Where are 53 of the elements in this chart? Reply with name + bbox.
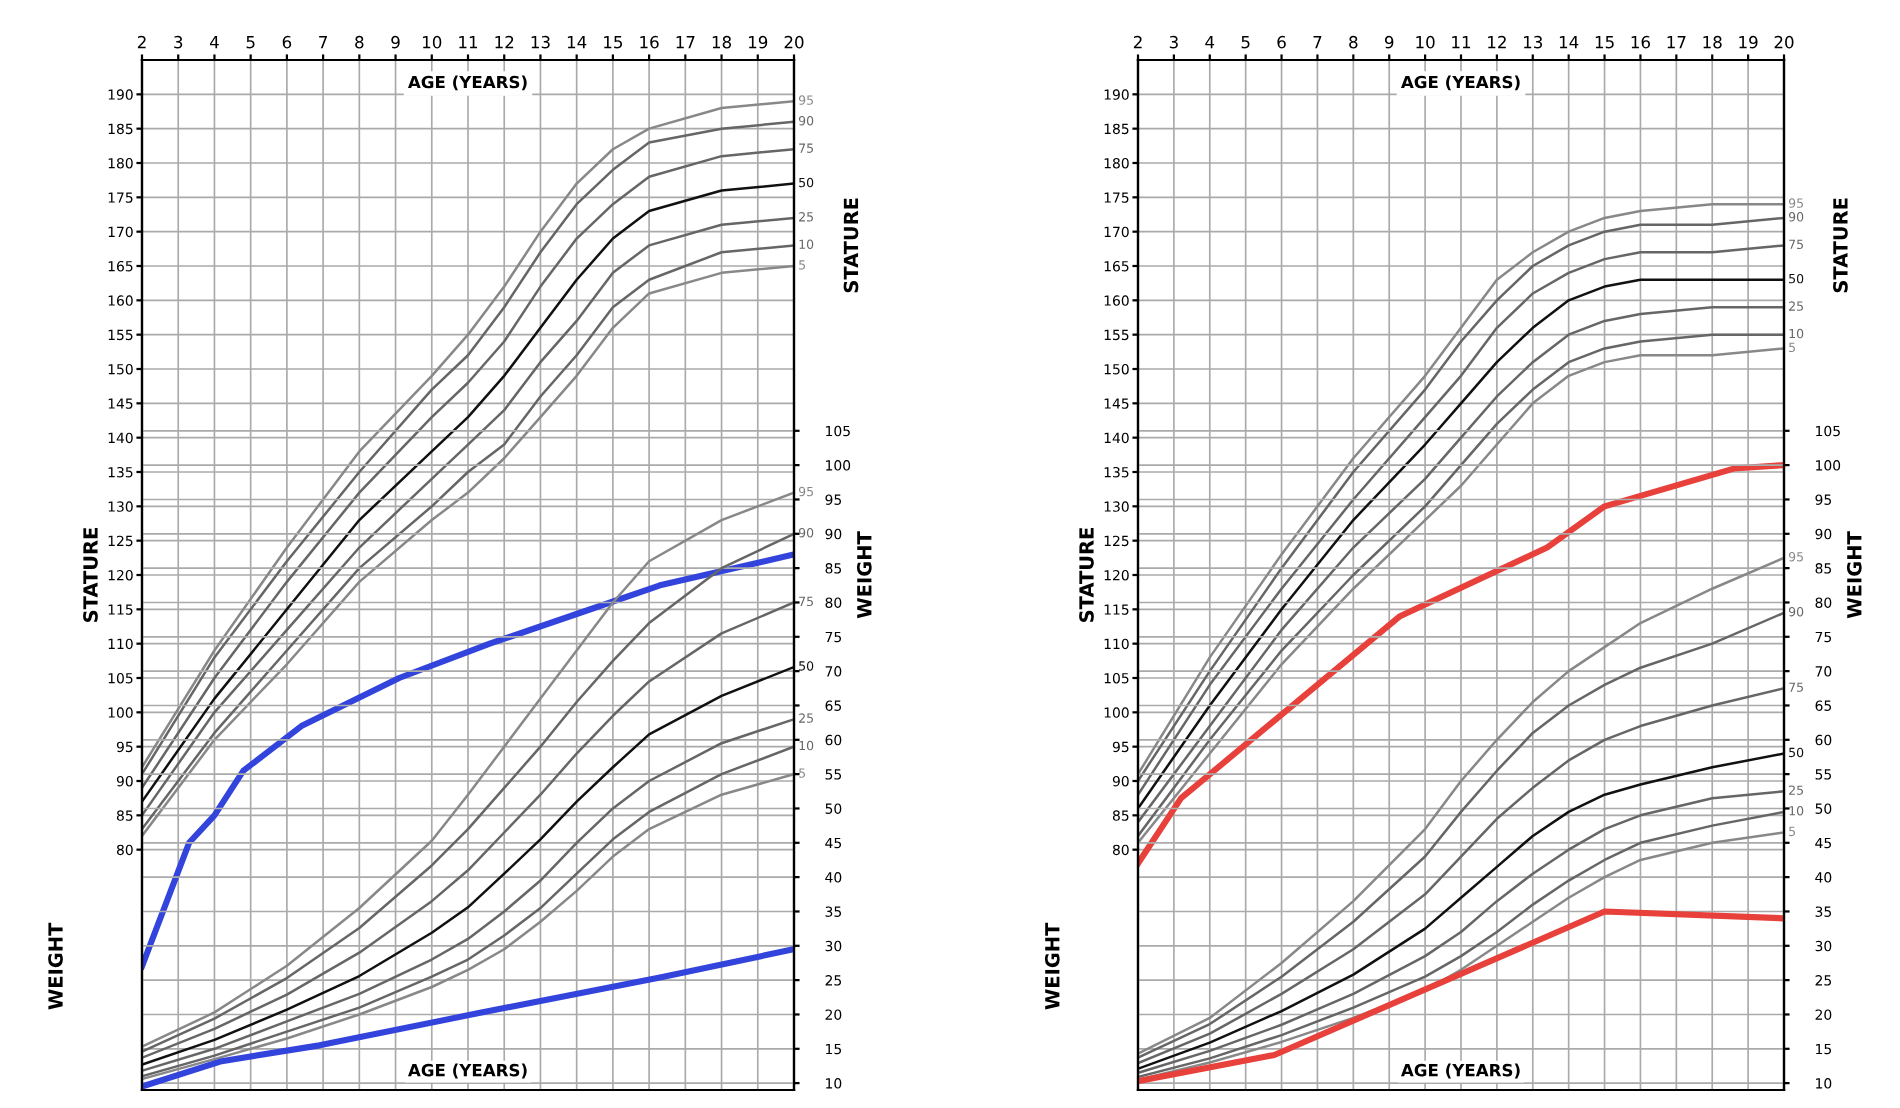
x-tick-label: 4: [209, 36, 219, 49]
line-series: [1138, 908, 1784, 1085]
line-series: [142, 551, 794, 970]
x-tick-label: 19: [1739, 35, 1758, 49]
x-tick-label: 3: [174, 35, 183, 49]
x-tick-label: 13: [1524, 35, 1543, 49]
y-axis-title: STATURE: [1079, 528, 1094, 622]
x-tick-label: 18: [712, 35, 732, 49]
text: WEIGHT: [48, 922, 63, 1010]
x-tick-label: 5: [246, 36, 255, 49]
x-tick-label: 11: [459, 36, 478, 49]
x-tick-label: 8: [355, 35, 364, 49]
x-tick-label: 5: [1241, 36, 1250, 49]
x-tick-label: 13: [531, 35, 550, 49]
x-tick-label: 7: [1313, 36, 1322, 49]
x-tick-label: 12: [495, 35, 514, 49]
annotation: AGE (YEARS): [407, 1063, 527, 1079]
x-axis-title: AGE (YEARS): [1400, 75, 1520, 91]
y2-axis-title: WEIGHT: [856, 531, 872, 619]
x-tick-label: 10: [1416, 35, 1435, 49]
x-tick-label: 3: [1169, 35, 1178, 49]
y-axis-title: STATURE: [83, 528, 98, 622]
x-tick-label: 17: [1667, 36, 1686, 49]
text: STATURE: [1833, 198, 1848, 293]
y2-axis-title: WEIGHT: [1846, 531, 1862, 619]
x-tick-label: 20: [1774, 35, 1794, 49]
x-tick-label: 20: [784, 35, 804, 49]
x-tick-label: 16: [640, 35, 659, 49]
x-tick-label: 16: [1631, 35, 1650, 49]
x-tick-label: 11: [1452, 36, 1471, 49]
text: WEIGHT: [1044, 922, 1060, 1010]
x-tick-label: 18: [1703, 35, 1722, 49]
x-tick-label: 7: [319, 36, 327, 49]
x-tick-label: 14: [1559, 36, 1579, 49]
x-tick-label: 2: [1133, 35, 1142, 49]
x-tick-label: 8: [1349, 35, 1358, 49]
x-tick-label: 9: [391, 35, 400, 49]
x-tick-label: 17: [676, 36, 695, 49]
x-tick-label: 15: [604, 36, 623, 49]
x-tick-label: 6: [1277, 35, 1286, 49]
x-tick-label: 6: [282, 35, 292, 49]
x-tick-label: 14: [567, 36, 587, 49]
x-tick-label: 15: [1595, 36, 1614, 49]
x-tick-label: 4: [1205, 36, 1215, 49]
x-tick-label: 19: [749, 35, 768, 49]
x-tick-label: 9: [1384, 35, 1394, 49]
text: STATURE: [843, 198, 859, 293]
line-series: [1138, 462, 1784, 867]
x-tick-label: 12: [1488, 35, 1506, 49]
x-tick-label: 2: [137, 35, 146, 49]
annotation: AGE (YEARS): [1400, 1063, 1520, 1079]
x-axis-title: AGE (YEARS): [407, 75, 527, 91]
x-tick-label: 10: [423, 35, 442, 49]
